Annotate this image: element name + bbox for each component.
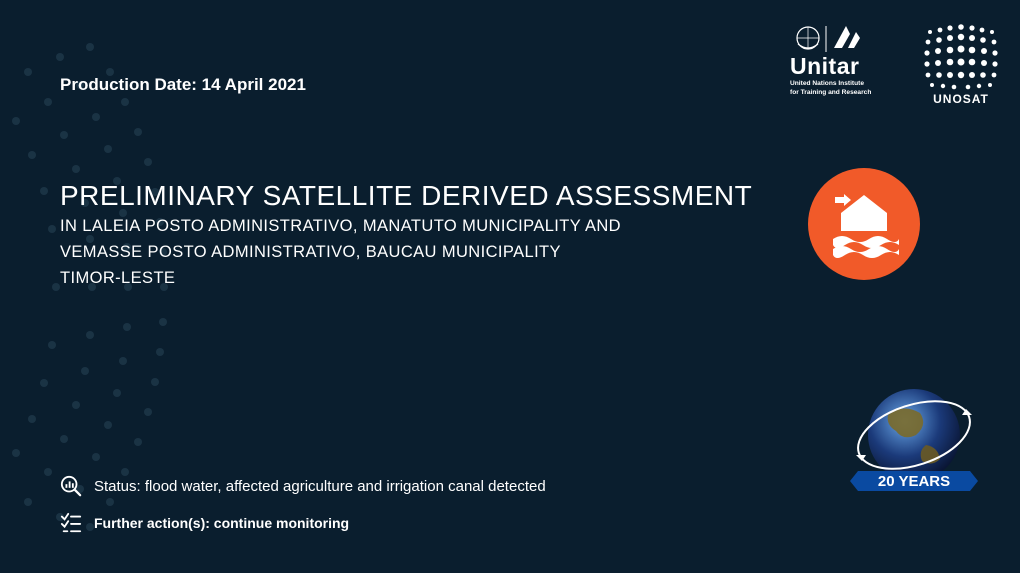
anniversary-badge: 20 YEARS — [848, 375, 980, 507]
title-block: PRELIMINARY SATELLITE DERIVED ASSESSMENT… — [60, 178, 780, 291]
title-sub-line1: IN LALEIA POSTO ADMINISTRATIVO, MANATUTO… — [60, 215, 780, 239]
status-line: Status: flood water, affected agricultur… — [60, 475, 546, 497]
production-date: Production Date: 14 April 2021 — [60, 75, 306, 95]
magnify-chart-icon — [60, 475, 82, 497]
further-action-text: Further action(s): continue monitoring — [94, 515, 349, 531]
checklist-icon — [60, 512, 82, 534]
title-sub-line3: TIMOR-LESTE — [60, 267, 780, 291]
further-action-line: Further action(s): continue monitoring — [60, 512, 349, 534]
svg-text:United Nations Institute: United Nations Institute — [790, 80, 864, 87]
svg-text:UNOSAT: UNOSAT — [933, 92, 989, 106]
flood-house-icon — [829, 189, 899, 259]
title-sub-line2: VEMASSE POSTO ADMINISTRATIVO, BAUCAU MUN… — [60, 241, 780, 265]
logo-group: Unitar United Nations Institute for Trai… — [790, 22, 1002, 106]
flood-badge — [808, 168, 920, 280]
svg-text:20 YEARS: 20 YEARS — [878, 473, 950, 490]
svg-text:Unitar: Unitar — [790, 53, 859, 79]
status-text: Status: flood water, affected agricultur… — [94, 478, 546, 495]
title-main: PRELIMINARY SATELLITE DERIVED ASSESSMENT — [60, 178, 780, 213]
unitar-logo: Unitar United Nations Institute for Trai… — [790, 22, 910, 100]
unosat-logo: UNOSAT — [920, 22, 1002, 106]
svg-text:for Training and Research: for Training and Research — [790, 89, 871, 96]
